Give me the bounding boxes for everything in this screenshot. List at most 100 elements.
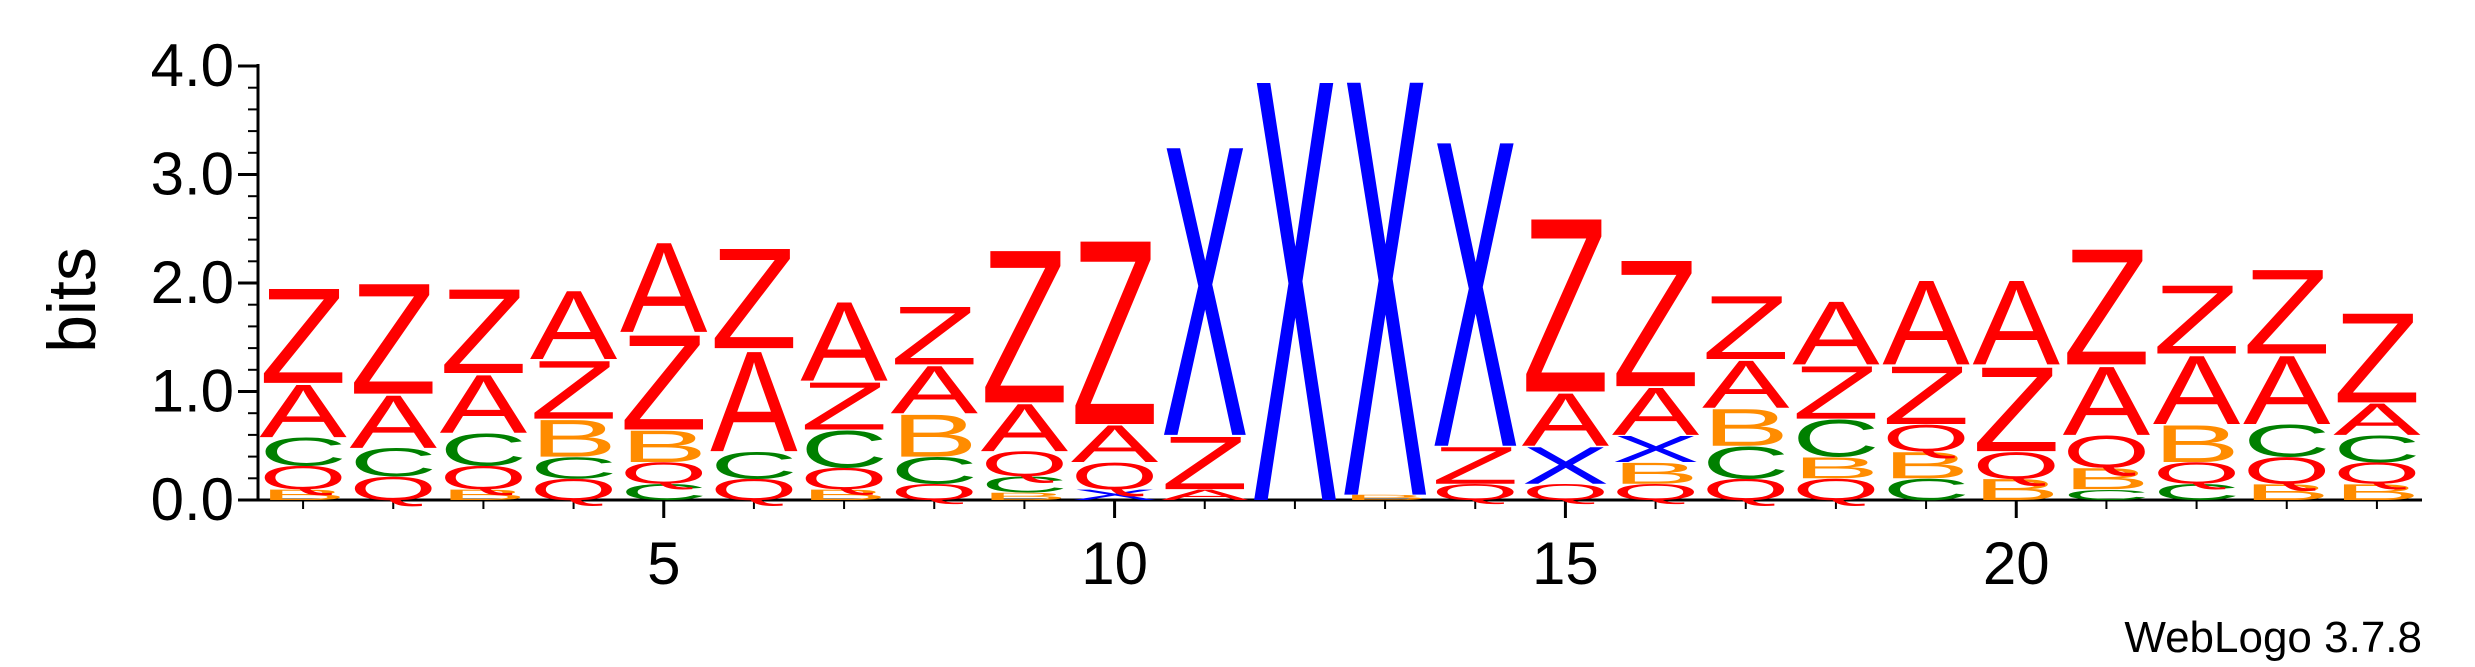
logo-letter-q: Q [1432, 480, 1519, 505]
x-tick-label: 15 [1532, 530, 1599, 597]
logo-letter-c: C [981, 472, 1068, 497]
logo-letter-q: Q [1792, 473, 1879, 507]
logo-letter-a: A [440, 358, 528, 451]
logo-letter-a: A [1161, 486, 1250, 503]
logo-letter-b: B [2243, 479, 2330, 504]
logo-letter-x: X [1071, 486, 1158, 503]
logo-letter-c: C [2243, 416, 2330, 467]
logo-letter-a: A [2063, 346, 2151, 456]
x-tick-label: 10 [1081, 530, 1148, 597]
x-tick-label: 5 [647, 530, 680, 597]
logo-letter-q: Q [1973, 444, 2060, 486]
logo-letter-c: C [530, 451, 617, 485]
logo-letter-z: Z [981, 204, 1068, 449]
logo-letter-c: C [1882, 473, 1969, 507]
logo-letter-x: X [1341, 0, 1428, 622]
logo-letter-a: A [1612, 374, 1700, 450]
logo-letter-a: A [710, 322, 798, 483]
logo-letter-q: Q [2333, 456, 2420, 490]
logo-letter-a: A [2153, 335, 2241, 445]
logo-letter-q: Q [440, 459, 527, 496]
logo-letter-c: C [710, 445, 797, 487]
logo-letter-z: Z [710, 219, 797, 379]
logo-letter-q: Q [800, 462, 887, 496]
logo-letter-x: X [1612, 428, 1699, 470]
logo-letter-b: B [1702, 398, 1789, 457]
letter-stacks: BQCAZQCAZBQCAZQCBZACQBZAQCAZBQCZAQCBAZBC… [259, 0, 2421, 629]
logo-letter-z: Z [891, 289, 978, 382]
logo-letter-x: X [1432, 47, 1519, 539]
logo-letter-z: Z [1702, 277, 1789, 379]
logo-letter-a: A [1702, 346, 1790, 422]
logo-letter-z: Z [350, 251, 437, 429]
logo-letter-z: Z [530, 343, 617, 436]
logo-letter-b: B [259, 486, 346, 503]
logo-letter-q: Q [891, 480, 978, 505]
logo-letter-q: Q [710, 473, 797, 507]
logo-letter-a: A [620, 215, 708, 360]
logo-letter-b: B [2153, 414, 2240, 473]
logo-letter-q: Q [350, 470, 437, 507]
logo-letter-z: Z [2243, 245, 2330, 380]
logo-letter-z: Z [1612, 222, 1699, 425]
logo-letter-b: B [1882, 445, 1969, 487]
logo-letter-c: C [259, 430, 346, 474]
logo-letter-x: X [1522, 436, 1609, 495]
logo-letter-a: A [1973, 255, 2060, 390]
y-tick-label: 1.0 [151, 358, 234, 425]
logo-letter-z: Z [1522, 167, 1609, 446]
logo-letter-z: Z [1071, 185, 1158, 481]
logo-letter-q: Q [259, 459, 346, 496]
logo-letter-q: Q [2153, 456, 2240, 490]
logo-letter-q: Q [530, 473, 617, 507]
y-axis-label: bits [34, 247, 110, 353]
logo-letter-z: Z [2333, 286, 2420, 430]
logo-letter-z: Z [1792, 350, 1879, 435]
logo-letter-z: Z [1432, 436, 1519, 495]
logo-letter-c: C [800, 419, 887, 479]
logo-letter-a: A [1522, 377, 1610, 462]
logo-letter-a: A [1071, 414, 1159, 473]
logo-letter-b: B [530, 409, 617, 468]
logo-letter-q: Q [1522, 480, 1609, 505]
logo-letter-c: C [1792, 408, 1879, 468]
logo-letter-c: C [891, 450, 978, 492]
logo-letter-b: B [1973, 473, 2060, 507]
logo-letter-q: Q [620, 456, 707, 490]
logo-letter-b: B [1612, 457, 1699, 491]
logo-letter-b: B [620, 421, 707, 472]
logo-letter-z: Z [259, 259, 346, 412]
logo-letter-x: X [1161, 59, 1248, 524]
logo-letter-q: Q [1702, 473, 1789, 507]
logo-letter-z: Z [1161, 421, 1248, 506]
logo-letter-a: A [1792, 282, 1880, 384]
logo-letter-b: B [1341, 493, 1428, 501]
logo-letter-b: B [2333, 479, 2420, 504]
logo-letter-z: Z [2153, 265, 2240, 375]
weblogo-credit: WebLogo 3.7.8 [2124, 613, 2422, 662]
y-tick-label: 4.0 [151, 32, 234, 99]
logo-letter-q: Q [1612, 480, 1699, 505]
logo-letter-a: A [1882, 255, 1969, 390]
logo-letter-b: B [1792, 451, 1879, 485]
logo-letter-q: Q [1071, 455, 1158, 497]
logo-letter-b: B [2063, 462, 2150, 496]
x-axis: 5 10 15 20 [258, 498, 2422, 597]
logo-letter-c: C [350, 441, 437, 485]
logo-letter-z: Z [2063, 213, 2150, 400]
logo-letter-a: A [981, 390, 1069, 466]
logo-letter-a: A [2243, 335, 2331, 445]
logo-letter-a: A [800, 279, 888, 406]
logo-letter-a: A [2333, 394, 2421, 445]
logo-letter-b: B [440, 486, 527, 503]
x-tick-label: 20 [1983, 530, 2050, 597]
logo-letter-c: C [2333, 428, 2420, 470]
logo-letter-c: C [2063, 486, 2150, 503]
logo-letter-c: C [440, 425, 527, 476]
logo-letter-a: A [530, 270, 618, 380]
logo-letter-b: B [800, 486, 887, 503]
y-tick-label: 2.0 [151, 249, 234, 316]
logo-letter-z: Z [440, 264, 527, 399]
logo-letter-c: C [1702, 438, 1789, 489]
logo-letter-c: C [2153, 480, 2240, 505]
